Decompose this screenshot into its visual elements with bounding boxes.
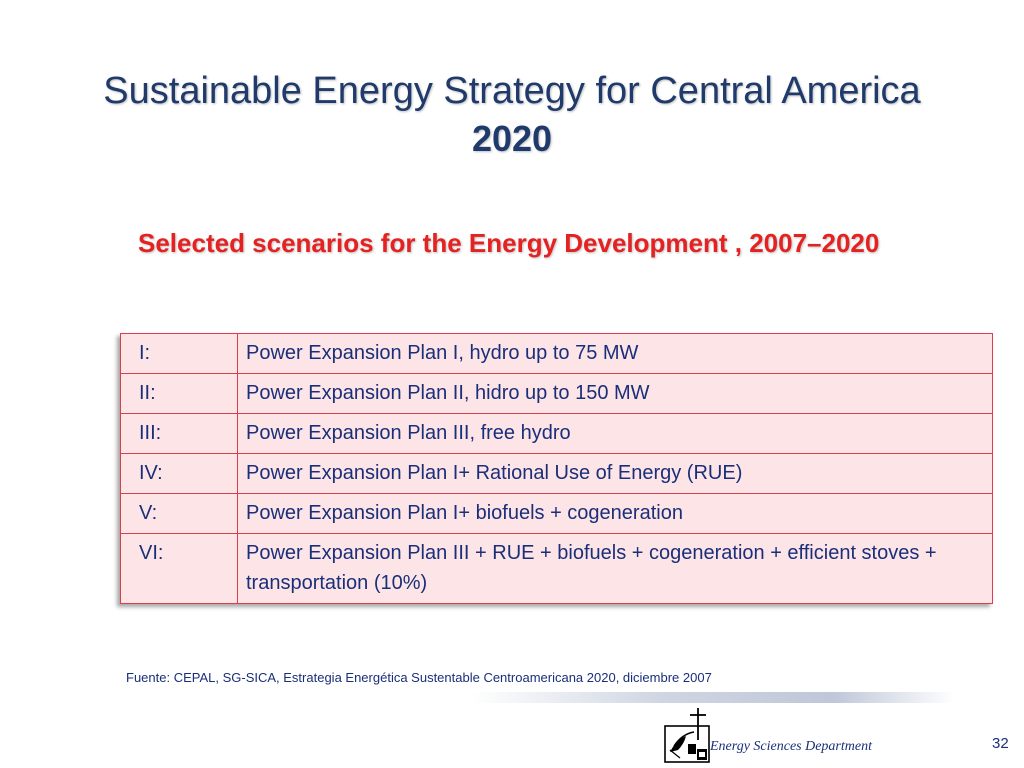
scenario-code: I: bbox=[120, 333, 238, 374]
department-name: Energy Sciences Department bbox=[710, 739, 872, 754]
table-row: III: Power Expansion Plan III, free hydr… bbox=[120, 413, 993, 454]
scenario-description: Power Expansion Plan III, free hydro bbox=[237, 413, 993, 454]
slide-title-year: 2020 bbox=[471, 118, 553, 159]
scenario-code: IV: bbox=[120, 453, 238, 494]
scenario-code: VI: bbox=[120, 533, 238, 604]
scenario-code: II: bbox=[120, 373, 238, 414]
source-citation: Fuente: CEPAL, SG-SICA, Estrategia Energ… bbox=[126, 670, 712, 685]
slide-title: Sustainable Energy Strategy for Central … bbox=[0, 68, 1024, 162]
scenario-description: Power Expansion Plan I+ biofuels + cogen… bbox=[237, 493, 993, 534]
page-number: 32 bbox=[992, 735, 1009, 752]
scenario-code: III: bbox=[120, 413, 238, 454]
scenario-description: Power Expansion Plan I+ Rational Use of … bbox=[237, 453, 993, 494]
scenario-table: I: Power Expansion Plan I, hydro up to 7… bbox=[120, 333, 993, 604]
scenario-code: V: bbox=[120, 493, 238, 534]
table-row: VI: Power Expansion Plan III + RUE + bio… bbox=[120, 533, 993, 604]
table-row: IV: Power Expansion Plan I+ Rational Use… bbox=[120, 453, 993, 494]
footer-divider bbox=[470, 692, 955, 703]
slide-subtitle: Selected scenarios for the Energy Develo… bbox=[138, 228, 880, 258]
department-logo-icon bbox=[664, 708, 710, 763]
table-row: V: Power Expansion Plan I+ biofuels + co… bbox=[120, 493, 993, 534]
slide-title-line1: Sustainable Energy Strategy for Central … bbox=[103, 70, 921, 112]
table-row: II: Power Expansion Plan II, hidro up to… bbox=[120, 373, 993, 414]
scenario-description: Power Expansion Plan III + RUE + biofuel… bbox=[237, 533, 993, 604]
scenario-description: Power Expansion Plan I, hydro up to 75 M… bbox=[237, 333, 993, 374]
scenario-description: Power Expansion Plan II, hidro up to 150… bbox=[237, 373, 993, 414]
table-row: I: Power Expansion Plan I, hydro up to 7… bbox=[120, 333, 993, 374]
